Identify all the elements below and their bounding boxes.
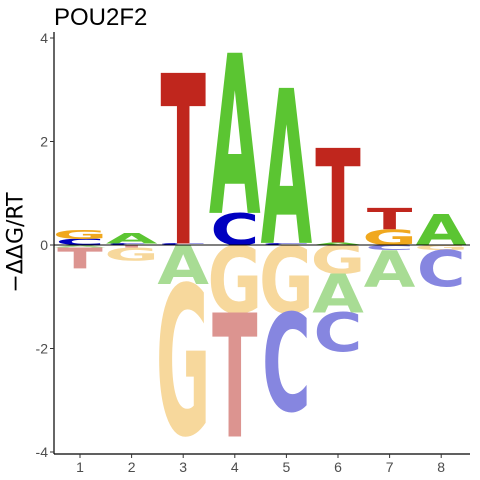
y-tick-label: 0 [40, 237, 48, 253]
x-tick-label: 3 [179, 459, 187, 475]
x-tick-label: 8 [437, 459, 445, 475]
logo-glyph-t: T [212, 280, 257, 478]
x-tick-label: 1 [76, 459, 84, 475]
y-tick-label: -2 [36, 341, 49, 357]
logo-glyph-g: G [259, 226, 314, 334]
y-tick-label: 2 [40, 134, 48, 150]
logo-glyph-c: C [262, 286, 311, 443]
logo-glyph-c: C [159, 243, 208, 245]
logo-glyph-c: C [107, 243, 156, 245]
logo-glyph-a: A [106, 231, 159, 247]
logo-glyph-a: A [415, 206, 467, 255]
x-tick-label: 4 [231, 459, 239, 475]
logo-glyph-a: A [312, 264, 364, 326]
x-tick-label: 7 [386, 459, 394, 475]
logo-glyph-c: C [365, 244, 414, 252]
logo-glyph-g: G [104, 244, 159, 265]
logo-glyph-g: G [414, 244, 469, 252]
logo-glyph-g: G [362, 225, 417, 250]
logo-glyph-c: C [56, 237, 105, 247]
logo-glyph-g: G [53, 227, 108, 242]
logo-glyph-t: T [57, 242, 103, 275]
logo-glyph-a: A [312, 242, 364, 246]
logo-glyph-c: C [314, 303, 363, 365]
logo-glyph-g: G [207, 226, 262, 334]
logo-glyph-c: C [210, 205, 259, 256]
y-tick-label: 4 [40, 30, 48, 46]
logo-glyph-t: T [109, 244, 154, 248]
logo-glyph-t: T [315, 123, 360, 274]
logo-glyph-a: A [364, 240, 416, 298]
logo-glyph-c: C [417, 240, 466, 298]
logo-glyph-c: C [262, 242, 311, 245]
x-tick-label: 6 [334, 459, 342, 475]
logo-glyph-a: A [54, 244, 106, 248]
logo-glyph-g: G [156, 244, 211, 480]
x-tick-label: 5 [283, 459, 291, 475]
x-tick-label: 2 [128, 459, 136, 475]
logo-glyph-a: A [157, 235, 209, 297]
y-tick-label: -4 [36, 444, 49, 460]
logo-glyph-a: A [261, 47, 313, 294]
logo-glyph-a: A [209, 10, 261, 266]
chart-title: POU2F2 [54, 4, 148, 31]
logo-glyph-t: T [367, 202, 412, 237]
logo-glyph-t: T [160, 26, 205, 299]
